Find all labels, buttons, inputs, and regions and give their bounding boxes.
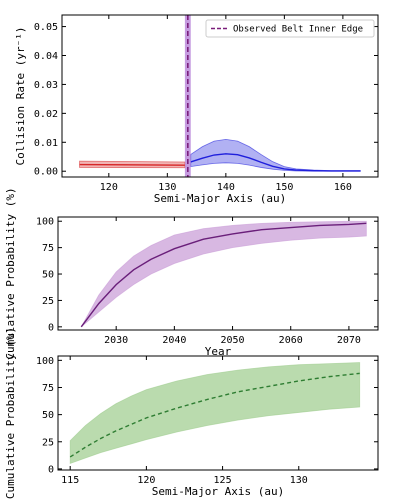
plot-frame: [57, 355, 379, 471]
y-tick-label: 0.00: [34, 167, 58, 178]
x-tick-label: 120: [137, 475, 155, 486]
x-tick-label: 115: [61, 475, 79, 486]
x-tick-label: 2070: [337, 335, 361, 346]
x-ticks: 120 130 140 150 160: [100, 15, 352, 193]
y-ticks: 0.00 0.01 0.02 0.03 0.04 0.05: [34, 22, 378, 178]
x-axis-label: Year: [205, 345, 232, 358]
collision-rate-panel: 120 130 140 150 160 0.00 0.01 0.02 0.03 0.04 0.05…: [14, 14, 379, 205]
x-tick-label: 140: [217, 182, 235, 193]
x-tick-label: 120: [100, 182, 118, 193]
y-tick-label: 0.01: [34, 138, 58, 149]
y-tick-label: 75: [42, 243, 54, 254]
series-line-0: [69, 372, 360, 458]
x-tick-label: 130: [290, 475, 308, 486]
series-line-1: [190, 153, 361, 172]
series-lines: [80, 222, 367, 328]
y-tick-label: 0.05: [34, 22, 58, 33]
x-axis-label: Semi-Major Axis (au): [152, 485, 284, 498]
legend-box: [205, 19, 375, 38]
x-tick-label: 2040: [162, 335, 186, 346]
uncertainty-bands: [69, 362, 361, 465]
semi-major-axis-probability-panel: 115 120 125 130 0 25 50 75 100 Semi-Major Axis …: [4, 327, 379, 499]
y-tick-label: 75: [42, 383, 54, 394]
year-probability-panel: 2030 2040 2050 2060 2070 0 25 50 75 100 Year Cum…: [4, 187, 379, 360]
y-tick-label: 0: [48, 322, 54, 333]
y-tick-label: 100: [36, 217, 54, 228]
x-tick-label: 150: [275, 182, 293, 193]
y-axis-label: Collision Rate (yr⁻¹): [14, 26, 27, 165]
y-axis-label: Cumulative Probability (%): [4, 327, 17, 499]
y-ticks: 0 25 50 75 100: [36, 217, 378, 333]
plot-frame: [57, 216, 379, 331]
y-axis-label: Cumulative Probability (%): [4, 187, 17, 359]
y-tick-label: 50: [42, 410, 54, 421]
x-tick-label: 2060: [279, 335, 303, 346]
y-tick-label: 0.02: [34, 109, 58, 120]
plot-frame: [61, 14, 379, 178]
uncertainty-band-0: [80, 220, 367, 328]
y-tick-label: 0.03: [34, 80, 58, 91]
y-tick-label: 25: [42, 437, 54, 448]
y-tick-label: 0: [48, 464, 54, 475]
x-axis-label: Semi-Major Axis (au): [154, 192, 286, 205]
y-tick-label: 0.04: [34, 51, 58, 62]
legend-entry-label: Observed Belt Inner Edge: [233, 25, 363, 35]
series-lines: [79, 15, 361, 177]
x-tick-label: 160: [334, 182, 352, 193]
series-lines: [69, 372, 360, 458]
legend: Observed Belt Inner Edge: [205, 19, 375, 38]
x-ticks: 2030 2040 2050 2060 2070: [104, 217, 361, 346]
x-tick-label: 130: [158, 182, 176, 193]
x-tick-label: 2050: [220, 335, 244, 346]
y-tick-label: 25: [42, 296, 54, 307]
series-line-0: [79, 163, 185, 166]
series-line-0: [80, 222, 367, 328]
x-tick-label: 2030: [104, 335, 128, 346]
y-tick-label: 50: [42, 270, 54, 281]
x-tick-label: 125: [214, 475, 232, 486]
y-ticks: 0 25 50 75 100: [36, 356, 378, 475]
uncertainty-band-0: [69, 362, 361, 465]
y-tick-label: 100: [36, 356, 54, 367]
uncertainty-bands: [79, 138, 361, 172]
uncertainty-bands: [80, 220, 367, 328]
x-ticks: 115 120 125 130: [61, 356, 308, 486]
